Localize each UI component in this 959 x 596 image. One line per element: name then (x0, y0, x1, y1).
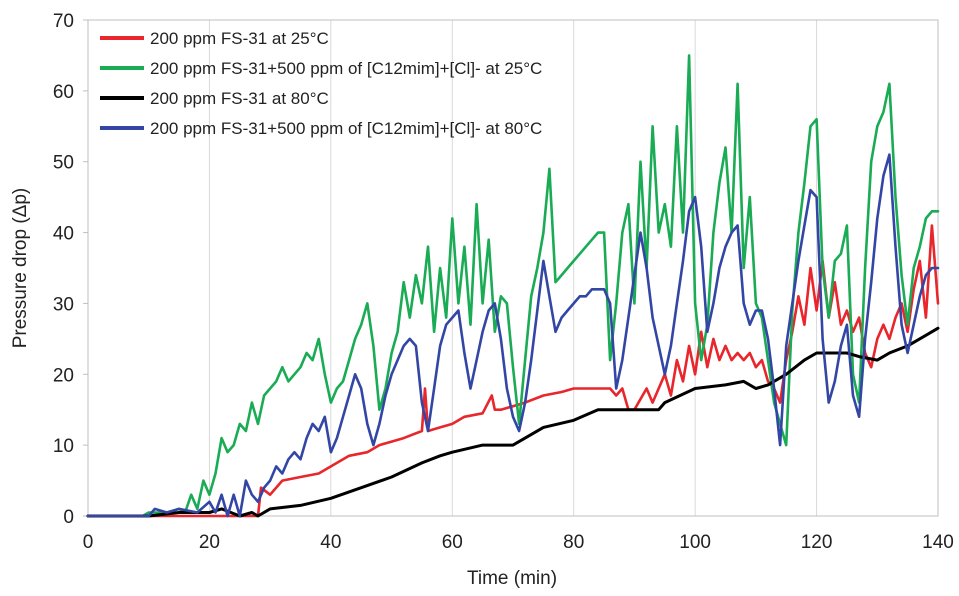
x-tick-label: 140 (922, 532, 954, 553)
y-tick-label: 30 (53, 294, 74, 315)
x-tick-label: 20 (199, 532, 220, 553)
y-tick-label: 40 (53, 224, 74, 245)
tick-labels: 0 20 40 60 80 100 120 140 0 10 20 30 40 50 60 70 (53, 11, 954, 553)
y-tick-label: 20 (53, 365, 74, 386)
legend-label-4: 200 ppm FS-31+500 ppm of [C12mim]+[Cl]- … (150, 119, 542, 138)
y-tick-label: 60 (53, 82, 74, 103)
x-tick-label: 60 (442, 532, 463, 553)
legend-label-2: 200 ppm FS-31+500 ppm of [C12mim]+[Cl]- … (150, 59, 542, 78)
x-tick-label: 100 (679, 532, 711, 553)
x-tick-label: 80 (563, 532, 584, 553)
x-tick-label: 0 (83, 532, 94, 553)
series-lines (86, 54, 940, 518)
series-line-3 (86, 326, 940, 518)
x-tick-label: 120 (801, 532, 833, 553)
x-axis-label: Time (min) (467, 568, 557, 589)
x-tick-label: 40 (320, 532, 341, 553)
legend: 200 ppm FS-31 at 25°C 200 ppm FS-31+500 p… (100, 29, 542, 138)
y-tick-label: 70 (53, 11, 74, 32)
series-line-2 (86, 54, 940, 518)
y-tick-label: 0 (63, 507, 74, 528)
legend-label-3: 200 ppm FS-31 at 80°C (150, 89, 329, 108)
y-axis-label: Pressure drop (Δp) (10, 188, 31, 349)
legend-label-1: 200 ppm FS-31 at 25°C (150, 29, 329, 48)
y-tick-label: 50 (53, 153, 74, 174)
y-tick-label: 10 (53, 436, 74, 457)
series-line-1 (86, 224, 940, 518)
series-line-4 (86, 153, 940, 518)
